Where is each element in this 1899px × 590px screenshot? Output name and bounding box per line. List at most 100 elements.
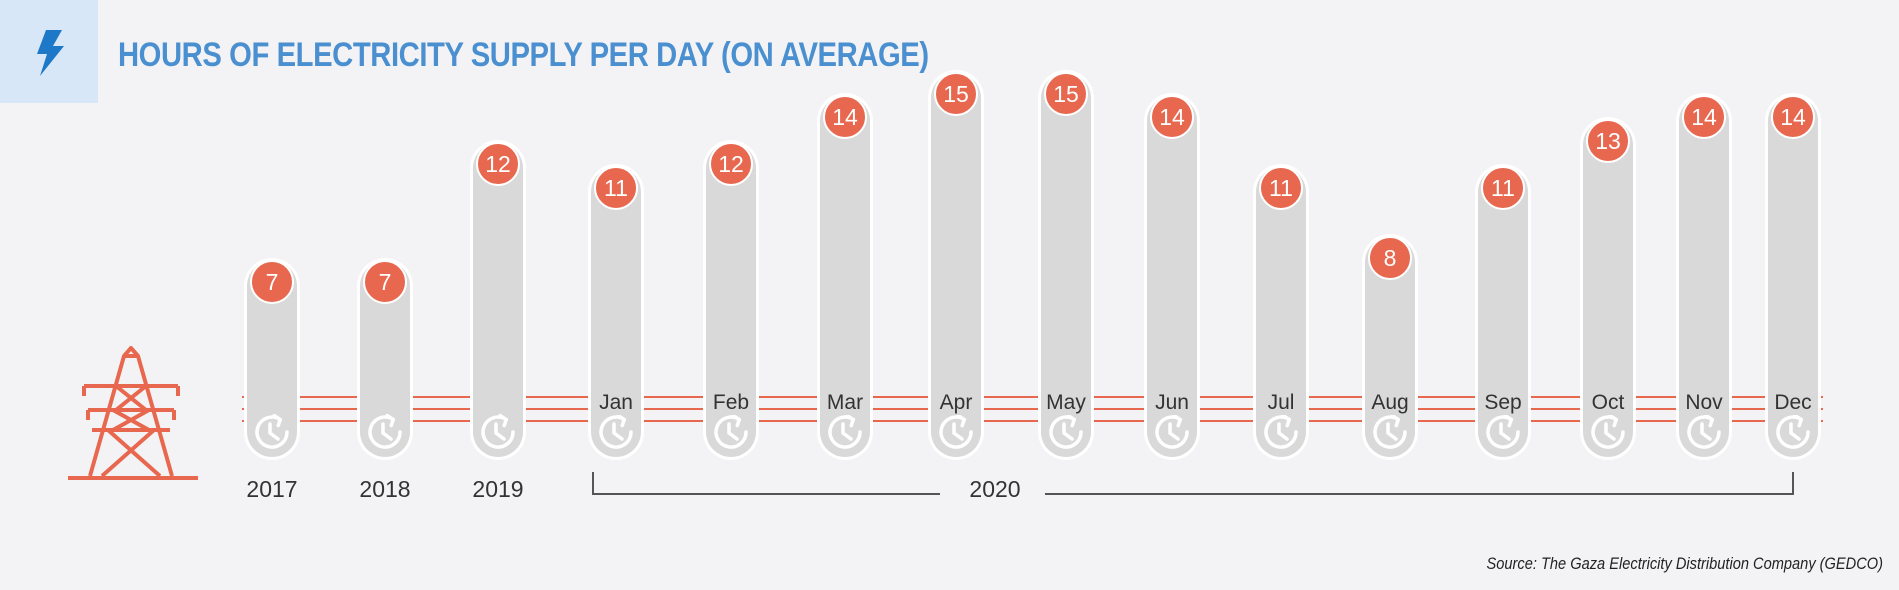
- value-badge: [1682, 95, 1726, 139]
- tick-label-bg: [934, 387, 978, 415]
- tick-label-bg: [1259, 387, 1303, 415]
- bar-may: 15: [1038, 70, 1094, 460]
- tick-label-bg: [823, 387, 867, 415]
- bar: [1478, 167, 1528, 457]
- data-label: 14: [1691, 104, 1717, 130]
- bar: [706, 143, 756, 457]
- bar-mar: 14: [817, 93, 873, 460]
- data-label: 14: [832, 104, 858, 130]
- bar: [473, 143, 523, 457]
- bar-2018: 7: [357, 258, 413, 460]
- bar-2019: 12: [470, 140, 526, 460]
- data-label: 13: [1595, 128, 1621, 154]
- bracket-line: [592, 472, 1794, 495]
- bar: [1679, 96, 1729, 457]
- clock-icon: [1373, 413, 1407, 449]
- clock-icon: [1049, 413, 1083, 449]
- bar: [1147, 96, 1197, 457]
- group-bracket: 2020: [592, 472, 1794, 502]
- electricity-pylon-icon: [68, 346, 198, 480]
- value-badge: [934, 72, 978, 116]
- data-label: 11: [1269, 175, 1293, 201]
- clock-icon: [714, 413, 748, 449]
- bar: [931, 73, 981, 457]
- bar: [591, 167, 641, 457]
- data-label: 12: [718, 151, 744, 177]
- tick-label-oct: Oct: [1592, 391, 1625, 414]
- tick-label-bg: [1682, 387, 1726, 415]
- bar-jul: 11: [1253, 164, 1309, 460]
- value-badge: [1259, 166, 1303, 210]
- clock-icon: [1687, 413, 1721, 449]
- bar-jan: 11: [588, 164, 644, 460]
- clock-icon: [481, 413, 515, 449]
- value-badge: [1481, 166, 1525, 210]
- bar: [1583, 120, 1633, 457]
- value-badge: [1368, 236, 1412, 280]
- bar: [1256, 167, 1306, 457]
- tick-label-bg: [1044, 387, 1088, 415]
- clock-icon: [599, 413, 633, 449]
- value-badge: [363, 260, 407, 304]
- tick-label-aug: Aug: [1371, 391, 1408, 414]
- tick-label-sep: Sep: [1484, 391, 1521, 414]
- data-label: 14: [1159, 104, 1185, 130]
- tick-label-may: May: [1046, 391, 1086, 414]
- clock-icon: [368, 413, 402, 449]
- data-label: 7: [379, 269, 392, 295]
- data-label: 12: [485, 151, 511, 177]
- tick-label-jul: Jul: [1268, 391, 1295, 414]
- data-label: 11: [604, 175, 628, 201]
- bar-oct: 13: [1580, 117, 1636, 460]
- data-label: 15: [1053, 81, 1079, 107]
- tick-label-bg: [1150, 387, 1194, 415]
- bar: [1041, 73, 1091, 457]
- clock-icon: [939, 413, 973, 449]
- tick-label-feb: Feb: [713, 391, 749, 414]
- value-badge: [476, 142, 520, 186]
- bar: [1768, 96, 1818, 457]
- bar-feb: 12: [703, 140, 759, 460]
- data-label: 14: [1780, 104, 1806, 130]
- bar-nov: 14: [1676, 93, 1732, 460]
- bar: [360, 261, 410, 457]
- bar-jun: 14: [1144, 93, 1200, 460]
- value-badge: [1771, 95, 1815, 139]
- clock-icon: [255, 413, 289, 449]
- bar-dec: 14: [1765, 93, 1821, 460]
- clock-icon: [1264, 413, 1298, 449]
- tick-label-nov: Nov: [1685, 391, 1723, 414]
- bar-2017: 7: [244, 258, 300, 460]
- bar-aug: 8: [1362, 234, 1418, 460]
- value-badge: [250, 260, 294, 304]
- value-badge: [823, 95, 867, 139]
- page-title: HOURS OF ELECTRICITY SUPPLY PER DAY (ON …: [118, 36, 929, 74]
- bar: [247, 261, 297, 457]
- tick-label-bg: [1368, 387, 1412, 415]
- tick-label-bg: [709, 387, 753, 415]
- value-badge: [1044, 72, 1088, 116]
- tick-label-bg: [1586, 387, 1630, 415]
- clock-icon: [1776, 413, 1810, 449]
- tick-label-mar: Mar: [827, 391, 863, 414]
- tick-label-jun: Jun: [1155, 391, 1189, 414]
- bar-sep: 11: [1475, 164, 1531, 460]
- tick-label-2018: 2018: [359, 476, 410, 502]
- value-badge: [709, 142, 753, 186]
- bar: [820, 96, 870, 457]
- clock-icon: [1486, 413, 1520, 449]
- lightning-bolt-icon: [37, 30, 64, 76]
- data-label: 7: [266, 269, 279, 295]
- value-badge: [1150, 95, 1194, 139]
- tick-label-apr: Apr: [940, 391, 973, 414]
- data-label: 15: [943, 81, 969, 107]
- tick-label-2019: 2019: [472, 476, 523, 502]
- data-label: 11: [1491, 175, 1515, 201]
- clock-icon: [1155, 413, 1189, 449]
- source-note: Source: The Gaza Electricity Distributio…: [1486, 554, 1883, 573]
- clock-icon: [1591, 413, 1625, 449]
- value-badge: [1586, 119, 1630, 163]
- tick-label-2017: 2017: [246, 476, 297, 502]
- value-badge: [594, 166, 638, 210]
